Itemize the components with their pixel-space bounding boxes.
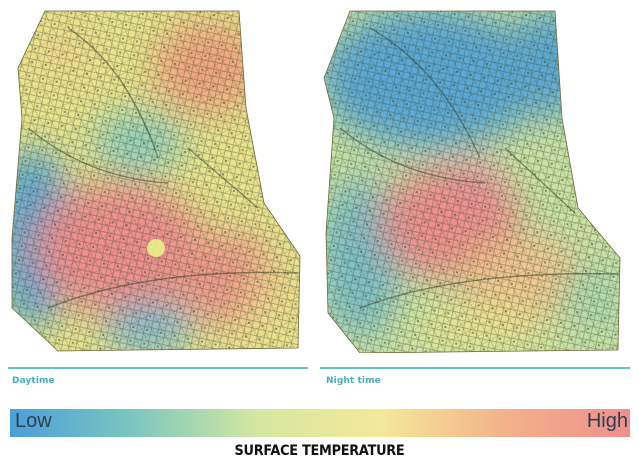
nighttime-map [320, 8, 630, 353]
temperature-gradient-bar: Low High [10, 409, 630, 437]
nighttime-divider [320, 367, 630, 369]
legend-low-label: Low [15, 410, 52, 432]
legend-title: SURFACE TEMPERATURE [234, 443, 405, 459]
daytime-caption: Daytime [12, 376, 55, 386]
daytime-map [8, 8, 308, 353]
legend-high-label: High [586, 410, 628, 432]
daytime-divider [8, 367, 308, 369]
nighttime-caption: Night time [326, 376, 381, 386]
